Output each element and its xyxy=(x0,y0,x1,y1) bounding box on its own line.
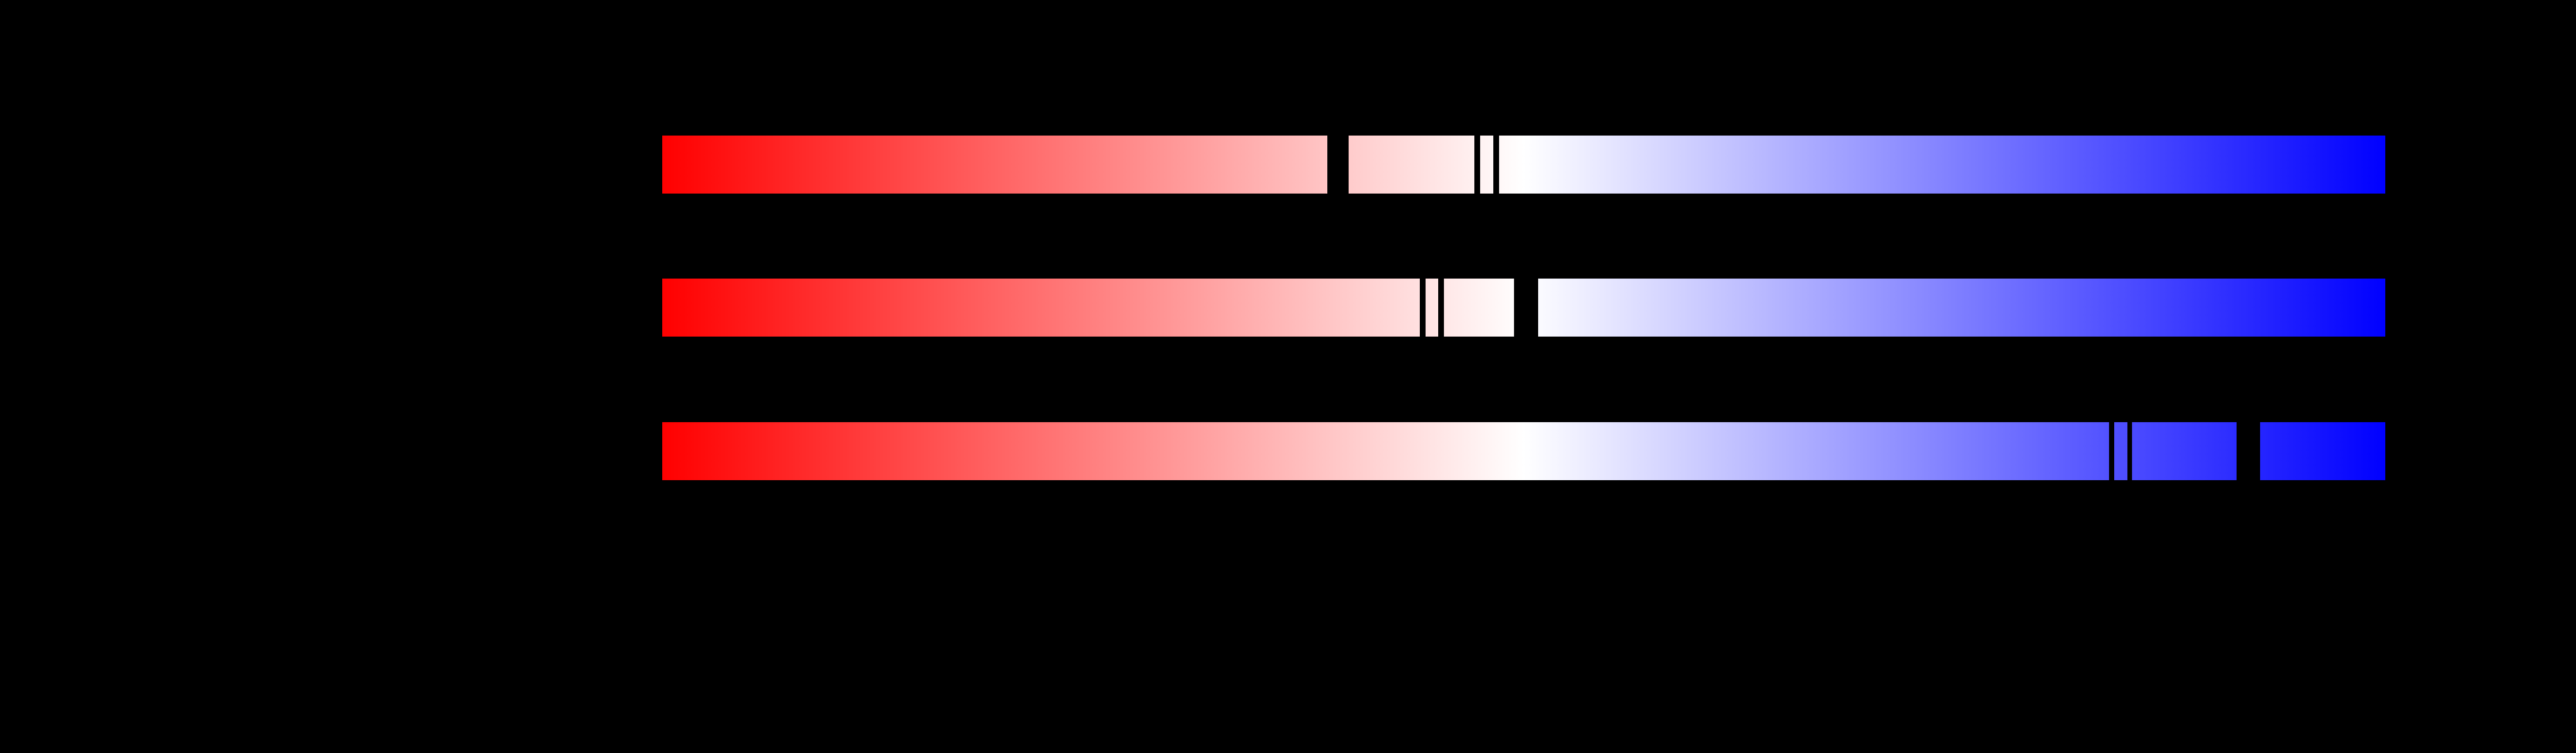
colorbar-segment-1-2 xyxy=(1349,136,1474,194)
colorbar-segment-3-4 xyxy=(2260,422,2385,480)
colorbar-segment-1-1 xyxy=(662,136,1327,194)
colorbar-segment-1-4 xyxy=(1499,136,2385,194)
segment-break-2-2 xyxy=(1438,279,1444,337)
segment-break-2-3 xyxy=(1514,279,1538,337)
colorbar-segment-1-3 xyxy=(1480,136,1493,194)
segment-break-1-3 xyxy=(1493,136,1499,194)
segment-break-2-1 xyxy=(1420,279,1426,337)
segment-break-3-2 xyxy=(2127,422,2132,480)
colorbar-segment-3-1 xyxy=(662,422,2109,480)
colorbar-segment-3-2 xyxy=(2114,422,2127,480)
colorbar-segment-2-4 xyxy=(1538,279,2385,337)
colorbar-segment-2-3 xyxy=(1444,279,1514,337)
colorbar-segment-2-1 xyxy=(662,279,1420,337)
colorbar-track-3 xyxy=(662,422,2385,480)
colorbar-segment-3-3 xyxy=(2132,422,2237,480)
colorbar-track-2 xyxy=(662,279,2385,337)
segment-break-3-1 xyxy=(2109,422,2114,480)
colorbar-segment-2-2 xyxy=(1426,279,1438,337)
segment-break-1-1 xyxy=(1327,136,1349,194)
segment-break-3-3 xyxy=(2237,422,2260,480)
segment-break-1-2 xyxy=(1474,136,1480,194)
colorbar-track-1 xyxy=(662,136,2385,194)
